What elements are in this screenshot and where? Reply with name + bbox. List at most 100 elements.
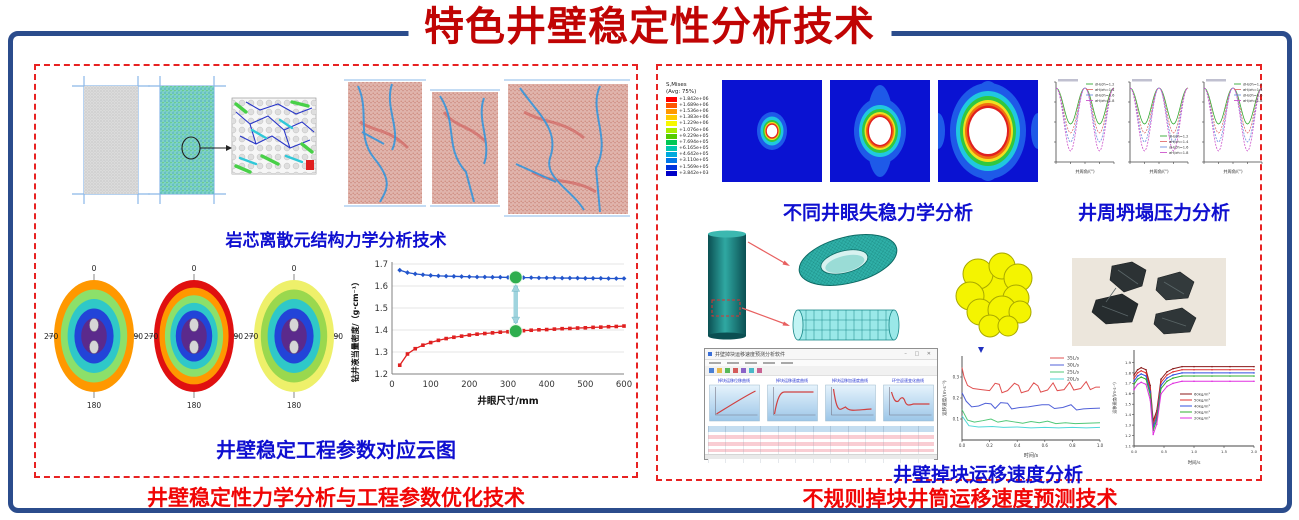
mises-legend-row: +1.229e+06 [666,121,724,127]
right-panel: S,Mises (Avg: 75%) +1.842e+06 +1.689e+06 +… [656,64,1264,486]
sphere-cluster-block-model [955,252,1033,338]
caption-borehole-instability: 不同井眼失稳力学分析 [782,202,973,224]
svg-text:σH/σh=1.8: σH/σh=1.8 [1169,151,1189,155]
svg-text:600: 600 [616,380,632,390]
svg-text:1.0: 1.0 [1191,449,1198,454]
window-menubar[interactable] [705,360,937,366]
svg-text:掉块运移速度曲线: 掉块运移速度曲线 [776,377,808,383]
svg-text:0.8: 0.8 [1069,443,1076,448]
svg-text:400: 400 [539,380,555,390]
svg-text:0.1: 0.1 [953,417,960,422]
svg-text:60kg/m³: 60kg/m³ [1194,391,1210,396]
window-statusbar [705,454,937,459]
annulus-tube-mesh [798,234,898,286]
mises-legend-row: +7.694e+05 [666,139,724,145]
window-controls[interactable]: – □ ✕ [904,351,934,357]
window-mini-chart: 掉块运移速度曲线 [766,377,819,427]
fem-square-large-hole [938,80,1038,182]
concentration-velocity-chart: 1.1 1.2 1.3 1.4 1.5 1.6 1.7 1.8 1.9 0.0 0.5 1.0 1.5 2… [1108,342,1264,476]
svg-text:井周角/(°): 井周角/(°) [1223,168,1243,175]
collapse-pressure-chart-3: σH/σh=1.2 σH/σh=1.4 σH/σh=1.6 σH/σh=1.8 井周角/… [1192,74,1264,196]
window-mini-chart: 掉块运移位移曲线 [708,377,761,427]
window-title-text: 井壁掉块运移速度预测分析软件 [715,351,786,358]
svg-text:90: 90 [233,332,243,341]
svg-text:环空返速变化曲线: 环空返速变化曲线 [892,377,924,383]
svg-text:σH/σh=1.8: σH/σh=1.8 [1095,99,1115,103]
svg-text:0.3: 0.3 [953,375,960,380]
collapse-pressure-chart-1: σH/σh=1.2 σH/σh=1.4 σH/σh=1.6 σH/σh=1.8 井周角/… [1044,74,1116,196]
svg-text:掉块运移位移曲线: 掉块运移位移曲线 [718,377,750,383]
mises-legend-row: +1.536e+06 [666,108,724,114]
svg-text:1.3: 1.3 [374,348,388,358]
table-row[interactable] [708,445,934,449]
svg-text:90: 90 [133,332,143,341]
svg-text:运移速度/(m·s⁻¹): 运移速度/(m·s⁻¹) [1111,382,1117,414]
caption-cloud-map: 井壁稳定工程参数对应云图 [216,438,456,462]
mises-legend-row: +3.110e+05 [666,158,724,164]
svg-text:σH/σh=1.6: σH/σh=1.6 [1095,94,1115,98]
core-sample-dem [148,76,232,204]
mises-legend-row: +1.076e+06 [666,127,724,133]
velocity-vs-time-chart: 0.1 0.2 0.3 0.0 0.2 0.4 0.6 0.8 1.0 时间/s 运移速度/(m·s… [938,344,1110,470]
table-row[interactable] [708,448,934,453]
window-toolbar[interactable] [705,366,937,376]
svg-text:σH/σh=1.4: σH/σh=1.4 [1243,88,1263,92]
mises-legend-row: +1.689e+06 [666,102,724,108]
svg-text:σH/σh=1.6: σH/σh=1.6 [1243,94,1263,98]
right-footer-technology: 不规则掉块井筒运移速度预测技术 [802,487,1118,511]
window-titlebar: 井壁掉块运移速度预测分析软件 – □ ✕ [705,349,937,360]
window-app-icon [708,352,712,356]
svg-text:40kg/m³: 40kg/m³ [1194,403,1210,408]
vertical-wellbore-cylinder [708,230,746,340]
table-row[interactable] [708,438,934,443]
svg-text:1.2: 1.2 [374,370,388,380]
svg-text:180: 180 [87,401,102,410]
svg-text:0.2: 0.2 [953,396,960,401]
left-footer-technology: 井壁稳定性力学分析与工程参数优化技术 [147,486,525,510]
svg-text:180: 180 [287,401,302,410]
polar-cloud-plot-1: 0 90 180 270 [42,262,146,414]
mises-legend-title: S,Mises [666,82,687,88]
wellbore-mesh-models [708,230,900,341]
svg-text:0.5: 0.5 [1161,449,1168,454]
svg-text:时间/s: 时间/s [1188,459,1202,466]
svg-text:0.0: 0.0 [1131,449,1138,454]
prediction-software-window: 井壁掉块运移速度预测分析软件 – □ ✕ 掉块运移位移曲线 掉块运移速度曲线 掉块运… [704,348,938,463]
svg-text:σH/σh=1.6: σH/σh=1.6 [1169,146,1189,150]
table-row[interactable] [708,459,934,463]
svg-text:1.2: 1.2 [1125,433,1132,438]
mises-legend-row: +3.842e+03 [666,170,724,176]
svg-text:50kg/m³: 50kg/m³ [1194,397,1210,402]
svg-text:运移速度/(m·s⁻¹): 运移速度/(m·s⁻¹) [941,380,948,416]
svg-text:0: 0 [92,264,97,273]
table-row[interactable] [708,432,934,436]
core-discrete-element-images [72,76,630,217]
left-panel: 岩芯离散元结构力学分析技术 0 90 180 270 0 90 180 270 0 90 180… [34,64,638,478]
table-row[interactable] [708,442,934,446]
svg-text:1.4: 1.4 [1125,412,1132,417]
svg-text:钻井液当量密度/（g·cm⁻¹）: 钻井液当量密度/（g·cm⁻¹） [350,278,360,383]
svg-text:1.1: 1.1 [1125,443,1132,448]
svg-text:1.5: 1.5 [1221,449,1228,454]
svg-text:180: 180 [187,401,202,410]
svg-text:200: 200 [461,380,477,390]
svg-text:0.2: 0.2 [986,443,993,448]
borehole-fem-contours [722,80,1038,182]
svg-text:0: 0 [192,264,197,273]
mises-legend-subtitle: (Avg: 75%) [666,89,697,95]
caption-core-analysis: 岩芯离散元结构力学分析技术 [225,231,447,251]
page-title: 特色井壁稳定性分析技术 [408,0,891,54]
svg-text:30L/s: 30L/s [1067,363,1080,369]
svg-text:270: 270 [44,332,59,341]
fem-square-medium-hole [830,80,930,182]
mises-legend-row: +1.842e+06 [666,96,724,102]
svg-text:100: 100 [423,380,439,390]
dem-structure-detail [231,97,317,175]
svg-text:σH/σh=1.2: σH/σh=1.2 [1169,135,1188,139]
table-row[interactable] [708,435,934,439]
svg-text:0: 0 [389,380,394,390]
svg-text:0: 0 [292,264,297,273]
mises-legend-row: +1.569e+05 [666,164,724,170]
fractured-core-samples [344,79,630,217]
caption-collapse-pressure: 井周坍塌压力分析 [1077,202,1230,224]
